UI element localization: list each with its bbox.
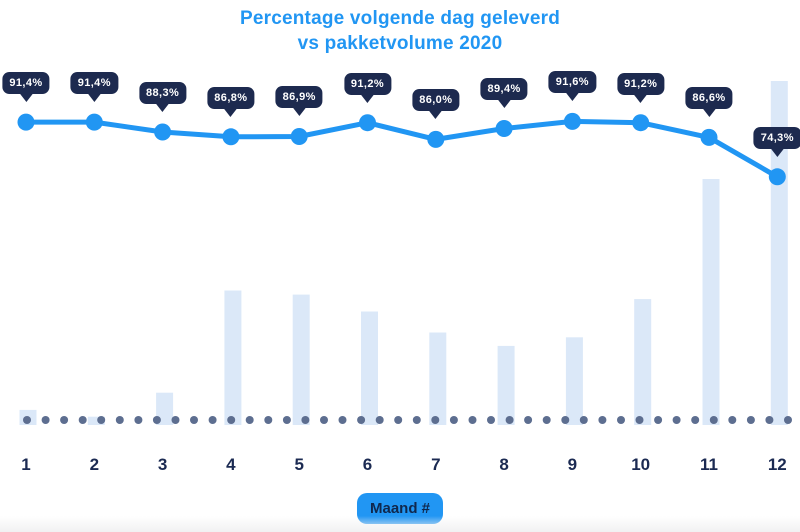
baseline-dot xyxy=(264,416,273,424)
volume-bar xyxy=(565,337,583,425)
value-badge: 74,3% xyxy=(753,126,800,157)
baseline-dot xyxy=(561,416,570,424)
baseline-dot xyxy=(746,416,755,424)
baseline-dot xyxy=(691,416,700,424)
baseline-dot xyxy=(765,416,774,424)
value-badge: 91,2% xyxy=(343,72,392,103)
baseline-dot xyxy=(152,416,161,424)
baseline-dot xyxy=(524,416,533,424)
baseline-dot xyxy=(394,416,403,424)
baseline-dot xyxy=(487,416,495,424)
x-tick-label: 10 xyxy=(631,455,651,474)
x-tick-label: 12 xyxy=(767,455,787,474)
baseline-dot xyxy=(78,416,87,424)
line-point xyxy=(222,128,240,146)
chart-title-line1: Percentage volgende dag geleverd xyxy=(239,8,560,29)
baseline-dot xyxy=(190,416,198,424)
line-point xyxy=(768,168,786,186)
baseline-dot xyxy=(617,416,625,424)
volume-bar xyxy=(156,392,174,425)
line-point xyxy=(17,113,35,131)
chart-title-line2: vs pakketvolume 2020 xyxy=(297,33,503,54)
baseline-dot xyxy=(654,416,663,424)
value-badge: 86,9% xyxy=(275,86,323,117)
line-point xyxy=(563,112,581,130)
baseline-dot xyxy=(23,416,31,424)
value-badge: 86,8% xyxy=(207,86,255,117)
line-point xyxy=(495,120,513,137)
value-badge: 91,6% xyxy=(548,71,596,102)
baseline-dot xyxy=(784,416,792,424)
baseline-dot xyxy=(431,416,440,424)
x-tick-label: 6 xyxy=(362,455,373,474)
x-tick-label: 2 xyxy=(89,455,100,474)
line-point xyxy=(632,114,650,132)
baseline-dot xyxy=(245,416,254,424)
line-point xyxy=(700,128,718,146)
baseline-dot xyxy=(97,416,106,424)
baseline-dot xyxy=(728,416,737,424)
baseline-dot xyxy=(320,416,328,424)
volume-bar xyxy=(702,179,720,425)
baseline-dot xyxy=(709,416,718,424)
baseline-dot xyxy=(115,416,124,424)
baseline-dot xyxy=(468,416,477,424)
baseline-dot xyxy=(357,416,366,424)
baseline-dot xyxy=(227,416,236,424)
baseline-dot xyxy=(598,416,607,424)
volume-bar xyxy=(361,311,378,425)
value-badge: 91,4% xyxy=(2,72,50,103)
chart-title: Percentage volgende dag geleverd vs pakk… xyxy=(0,6,800,56)
baseline-dot xyxy=(41,416,50,424)
x-tick-label: 1 xyxy=(21,455,31,474)
x-axis-title-label: Maand # xyxy=(369,500,431,517)
baseline-dot xyxy=(375,416,384,424)
line-point xyxy=(154,123,172,141)
baseline-dot xyxy=(542,416,551,424)
baseline-dot xyxy=(60,416,69,424)
percentage-line xyxy=(23,118,780,180)
x-tick-label: 4 xyxy=(226,455,236,474)
baseline-dot xyxy=(338,416,347,424)
x-tick-label: 9 xyxy=(567,455,578,474)
x-tick-label: 8 xyxy=(499,455,509,474)
volume-bar xyxy=(634,299,652,425)
volume-bar xyxy=(429,332,447,425)
line-point xyxy=(290,128,308,145)
baseline-dot xyxy=(134,416,143,424)
value-badge: 91,4% xyxy=(70,72,118,103)
baseline-dot xyxy=(171,416,180,424)
baseline-dot xyxy=(672,416,681,424)
baseline-dot xyxy=(208,416,217,424)
line-point xyxy=(359,114,376,132)
volume-bar xyxy=(87,416,105,425)
bottom-fade xyxy=(0,516,800,532)
volume-bar xyxy=(497,345,515,425)
value-badge: 86,6% xyxy=(685,87,733,118)
x-tick-label: 11 xyxy=(700,455,718,474)
line-point xyxy=(85,113,103,131)
value-badge: 88,3% xyxy=(138,82,187,112)
value-badge: 86,0% xyxy=(412,89,460,120)
x-tick-label: 3 xyxy=(157,455,168,474)
baseline-dot xyxy=(412,416,421,424)
x-tick-label: 5 xyxy=(294,455,304,474)
baseline-dot xyxy=(579,416,588,424)
volume-bar xyxy=(770,81,788,425)
value-badge: 89,4% xyxy=(480,78,528,109)
baseline-dot xyxy=(505,416,514,424)
x-tick-label: 7 xyxy=(431,455,441,474)
baseline-dot xyxy=(449,416,458,424)
baseline-dot xyxy=(301,416,310,424)
volume-bar xyxy=(292,294,310,425)
baseline-dot xyxy=(282,416,291,424)
value-badge: 91,2% xyxy=(617,72,665,103)
baseline-dot xyxy=(635,416,644,424)
volume-bar xyxy=(224,290,242,425)
line-point xyxy=(427,130,445,148)
